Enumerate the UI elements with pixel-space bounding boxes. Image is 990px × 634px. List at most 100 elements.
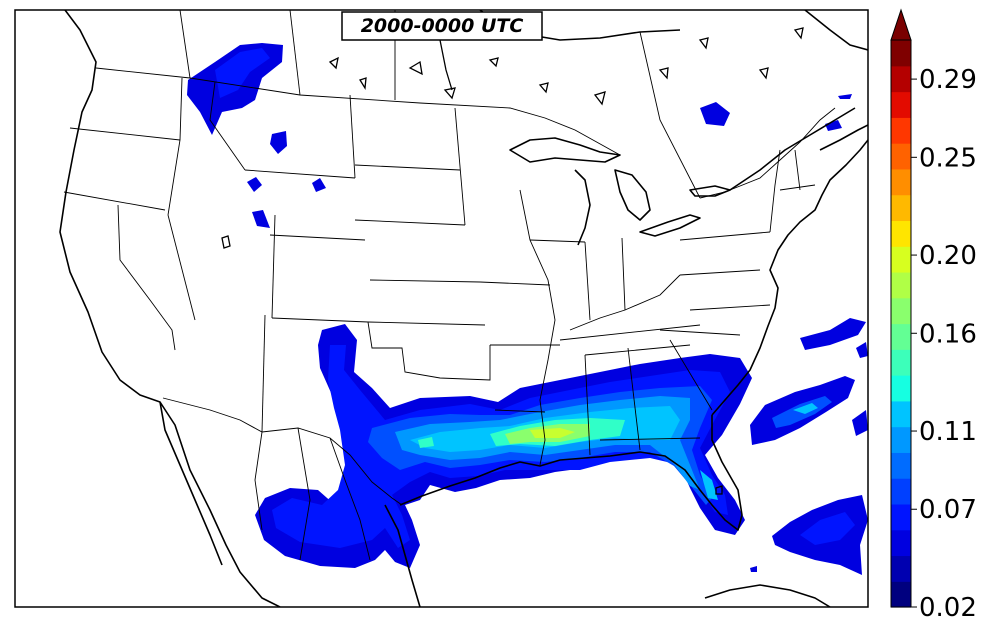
colorbar-segment xyxy=(891,375,911,402)
ga-sc xyxy=(669,339,713,411)
colorbar-tick-label: 0.25 xyxy=(919,143,977,173)
map-frame xyxy=(14,9,869,608)
wi-il xyxy=(529,239,586,243)
colorbar-tick-label: 0.02 xyxy=(919,593,977,623)
nc-sc xyxy=(659,329,741,336)
lake-2 xyxy=(359,77,367,90)
colorbar-segment xyxy=(891,452,911,479)
ga-fl xyxy=(599,437,701,441)
lake-okeechobee xyxy=(715,485,723,495)
colorbar-segment xyxy=(891,91,911,118)
nd-sd xyxy=(354,164,461,171)
field-region-atlantic-edge xyxy=(856,342,868,358)
mississippi-river xyxy=(519,189,556,466)
field-region-florida xyxy=(700,470,718,500)
st-lawrence xyxy=(729,107,856,191)
field-region-atlantic-north xyxy=(800,318,866,350)
great-lakes-huron xyxy=(614,169,651,221)
colorbar-segment xyxy=(891,555,911,582)
ia-mo xyxy=(479,281,551,286)
ut-co xyxy=(271,214,276,319)
us-mexico-border xyxy=(162,397,403,506)
ks-ok xyxy=(367,321,486,326)
wy-co xyxy=(269,234,366,241)
lake-9 xyxy=(698,37,709,50)
colorbar-segment xyxy=(891,117,911,144)
tn-al xyxy=(584,344,691,356)
co-nm xyxy=(271,317,369,323)
field-region-utah xyxy=(252,210,270,228)
coastlines xyxy=(59,10,868,607)
time-label-box: 2000-0000 UTC xyxy=(341,11,543,41)
gulf-coastline xyxy=(399,415,743,531)
lake-11 xyxy=(793,27,804,40)
id-mt xyxy=(209,81,246,171)
cuba-outline xyxy=(704,584,831,607)
mt-nd xyxy=(349,94,356,179)
colorbar-segment xyxy=(891,194,911,222)
political-borders xyxy=(63,10,836,561)
az-nm xyxy=(261,314,266,433)
nv-ut xyxy=(167,214,196,321)
lake-4 xyxy=(443,87,456,100)
field-region-quebec xyxy=(700,102,730,126)
colorbar-segment xyxy=(891,581,911,608)
field-region-labrador xyxy=(838,94,852,99)
baja-peninsula xyxy=(159,401,223,566)
lake-3 xyxy=(408,60,423,76)
field-region-southern-band-8 xyxy=(530,428,575,438)
pacific-coastline xyxy=(59,10,281,607)
colorbar-tick-label: 0.20 xyxy=(919,241,977,271)
sd-ne xyxy=(354,219,466,226)
map-content xyxy=(15,10,868,607)
colorbar-segment xyxy=(891,297,911,325)
lake-7 xyxy=(593,91,606,106)
ohio-river xyxy=(569,274,681,331)
mexico-states-3 xyxy=(329,437,371,561)
mexico-states-2 xyxy=(297,427,311,561)
colorbar-tick-label: 0.07 xyxy=(919,495,977,525)
colorbar-segment xyxy=(891,246,911,273)
colorbar-segment xyxy=(891,426,911,453)
field-region-caribbean xyxy=(750,566,757,572)
id-west xyxy=(167,77,183,216)
field-region-atlantic-central-3 xyxy=(793,403,818,414)
ok-tx xyxy=(367,321,491,381)
great-lakes-erie xyxy=(639,214,701,237)
colorbar-segment xyxy=(891,400,911,428)
colorbar-extend-arrow xyxy=(890,8,912,41)
ar-la xyxy=(494,409,546,413)
colorbar-segment xyxy=(891,220,911,247)
mexico-states-1 xyxy=(254,431,263,531)
time-label-frame xyxy=(341,11,543,41)
al-ga xyxy=(627,347,641,451)
field-region-bahamas-inner xyxy=(800,512,855,545)
colorbar-segment xyxy=(891,271,911,299)
in-oh xyxy=(621,237,626,311)
lake-10 xyxy=(758,67,769,80)
field-contours xyxy=(187,43,868,575)
canada-prov-4 xyxy=(639,31,701,199)
colorbar-segment xyxy=(891,65,911,93)
field-region-wyoming-b xyxy=(312,178,326,192)
great-salt-lake xyxy=(221,235,231,249)
field-region-northwest-inner xyxy=(215,48,270,98)
pa-ny xyxy=(679,231,771,241)
us-canada-border xyxy=(95,67,836,199)
atlantic-coastline xyxy=(711,139,868,416)
colorbar-tick-label: 0.16 xyxy=(919,319,977,349)
field-region-atlantic-east xyxy=(852,410,868,436)
colorbar-outline xyxy=(890,39,912,608)
ny-vt xyxy=(769,149,781,233)
colorbar-tick-label: 0.11 xyxy=(919,417,977,447)
new-england xyxy=(779,149,816,191)
colorbar-segment xyxy=(891,478,911,505)
field-region-montana xyxy=(270,131,287,154)
colorbar-segment xyxy=(891,40,911,67)
colorbar-segment xyxy=(891,503,911,531)
colorbar-segment xyxy=(891,323,911,350)
ca-nv xyxy=(117,204,176,351)
field-region-wyoming-a xyxy=(247,177,262,192)
great-lakes-michigan xyxy=(574,169,591,246)
